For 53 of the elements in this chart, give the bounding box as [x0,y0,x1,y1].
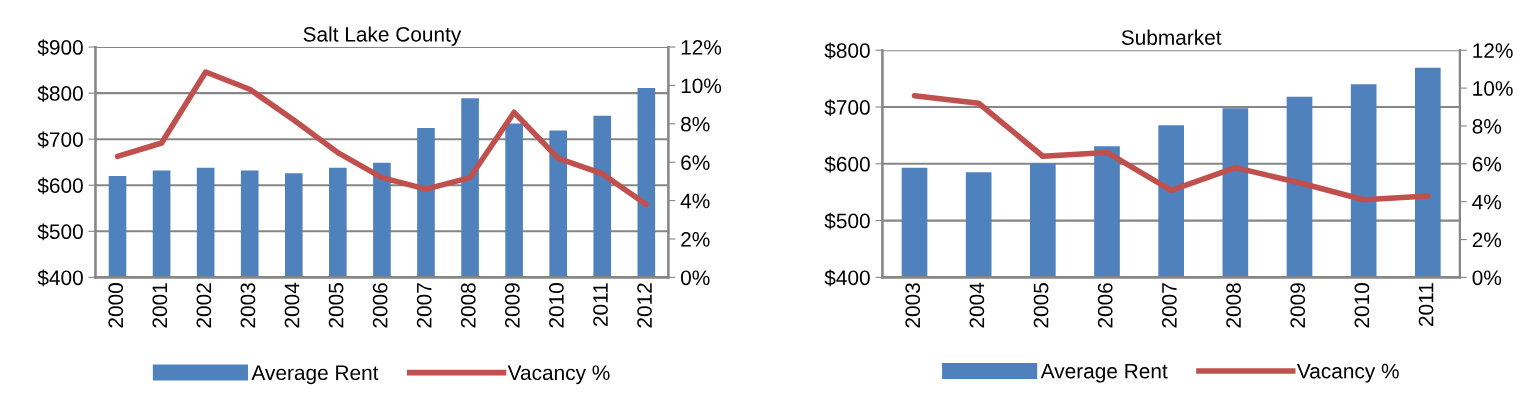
x-tick-label: 2004 [284,282,300,328]
y-tick-label: $600 [824,155,870,173]
y2-tick-label: 0% [680,270,710,286]
chart-title: Salt Lake County [303,26,462,46]
y-tick-label: $600 [37,177,83,195]
legend-label: Average Rent [251,365,379,385]
y2-tick-label: 10% [681,78,722,94]
x-tick-label: 2002 [196,283,212,328]
x-tick-label: 2004 [969,282,985,328]
x-tick-label: 2006 [1097,283,1113,328]
x-tick-label: 2000 [108,283,124,328]
legend-label: Vacancy % [1296,363,1399,383]
x-tick-label: 2011 [593,283,608,326]
y2-tick-label: 8% [681,116,710,132]
y-tick-label: $400 [824,269,870,287]
x-tick-label: 2009 [1290,283,1306,328]
y-tick-label: $500 [37,223,83,241]
x-tick-label: 2011 [1418,283,1434,326]
y-tick-label: $700 [37,131,83,149]
legend-label: Average Rent [1040,363,1168,383]
x-tick-label: 2007 [416,283,432,328]
x-tick-label: 2005 [328,283,344,328]
y-tick-label: $900 [37,39,83,57]
y2-tick-label: 10% [1473,81,1513,96]
y2-tick-label: 4% [680,193,710,209]
legend-label: Vacancy % [507,365,610,385]
y-tick-label: $800 [37,85,83,103]
y2-tick-label: 0% [1472,270,1502,286]
x-tick-label: 2001 [152,283,168,328]
x-tick-label: 2008 [1226,283,1241,328]
y2-tick-label: 12% [1473,43,1513,58]
x-tick-label: 2009 [504,283,520,328]
y2-tick-label: 6% [1472,156,1502,172]
x-tick-label: 2008 [460,283,476,328]
x-tick-label: 2007 [1162,283,1177,328]
x-tick-label: 2003 [905,283,921,328]
y2-tick-label: 12% [681,40,722,55]
y-tick-label: $400 [37,269,83,287]
y-tick-label: $500 [824,212,870,230]
y-tick-label: $700 [824,99,870,117]
chart-title: Submarket [1121,29,1222,45]
x-tick-label: 2010 [1354,283,1370,328]
y2-tick-label: 2% [681,231,710,247]
y2-tick-label: 2% [1472,232,1502,248]
x-tick-label: 2010 [549,283,564,328]
y-tick-label: $800 [824,42,870,60]
x-tick-label: 2006 [372,283,388,328]
y2-tick-label: 4% [1472,194,1502,210]
y2-tick-label: 6% [681,155,710,170]
x-tick-label: 2003 [240,283,256,328]
y2-tick-label: 8% [1472,118,1502,134]
x-tick-label: 2012 [637,283,652,328]
x-tick-label: 2005 [1033,283,1049,328]
